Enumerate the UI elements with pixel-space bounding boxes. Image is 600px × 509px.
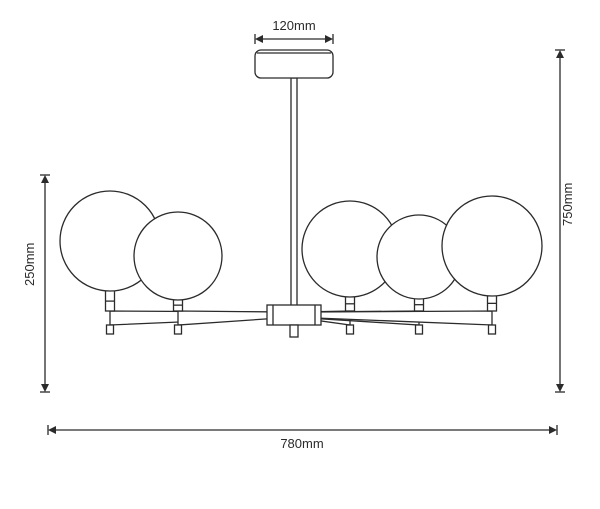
lamp-drawing <box>60 50 542 337</box>
dimension-label: 120mm <box>272 18 315 33</box>
ceiling-canopy <box>255 50 333 78</box>
center-hub <box>267 305 321 325</box>
center-rod <box>291 78 297 310</box>
dimension-label: 780mm <box>280 436 323 451</box>
dimension-label: 750mm <box>560 183 575 226</box>
diagram-stage: 120mm 780mm 750mm 250mm <box>0 0 600 509</box>
lamp-dimension-diagram: 120mm 780mm 750mm 250mm <box>0 0 600 509</box>
dimension-label: 250mm <box>22 243 37 286</box>
